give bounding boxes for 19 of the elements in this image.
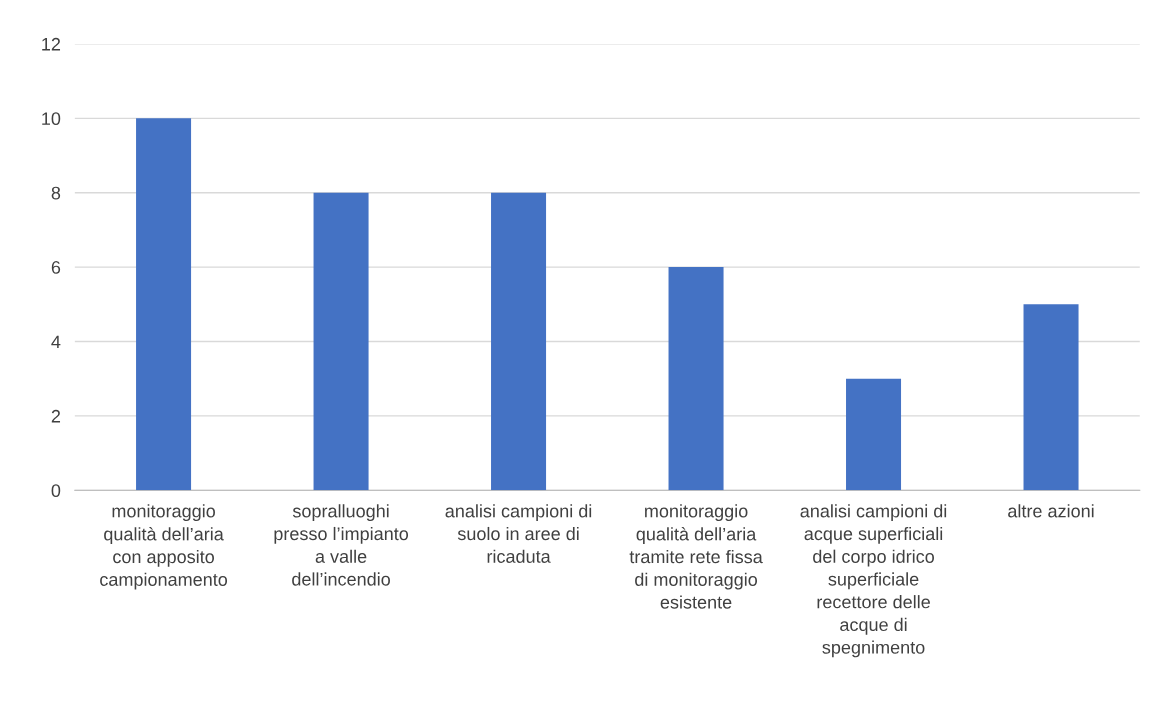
y-tick-label: 0 xyxy=(51,484,61,498)
y-tick-label: 4 xyxy=(51,335,61,349)
x-tick-label: monitoraggio qualità dell’aria tramite rete fissa di monitoraggio esistente xyxy=(629,504,763,609)
y-tick-label: 12 xyxy=(42,37,61,51)
bar xyxy=(491,192,547,491)
x-tick-label: altre azioni xyxy=(1008,504,1094,518)
x-tick-label: analisi campioni di acque superficiali del corpo idrico superficiale recettore delle acque di spegnimento xyxy=(800,504,947,658)
x-tick-label: monitoraggio qualità dell’aria con apposito campionamento xyxy=(100,504,228,590)
y-tick-label: 6 xyxy=(51,261,61,274)
bar xyxy=(668,267,724,491)
x-tick-label: sopralluoghi presso l’impianto a valle dell’incendio xyxy=(274,504,409,586)
y-tick-label: 2 xyxy=(51,409,61,423)
x-tick-label: analisi campioni di suolo in aree di ricaduta xyxy=(445,504,592,563)
y-tick-label: 8 xyxy=(51,186,61,200)
bar xyxy=(846,378,902,491)
bar xyxy=(1023,304,1079,491)
bar xyxy=(313,192,369,491)
bar xyxy=(136,118,192,491)
y-tick-label: 10 xyxy=(42,112,61,126)
